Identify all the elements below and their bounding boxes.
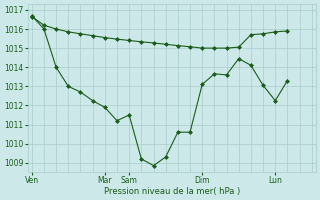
X-axis label: Pression niveau de la mer( hPa ): Pression niveau de la mer( hPa )	[104, 187, 240, 196]
